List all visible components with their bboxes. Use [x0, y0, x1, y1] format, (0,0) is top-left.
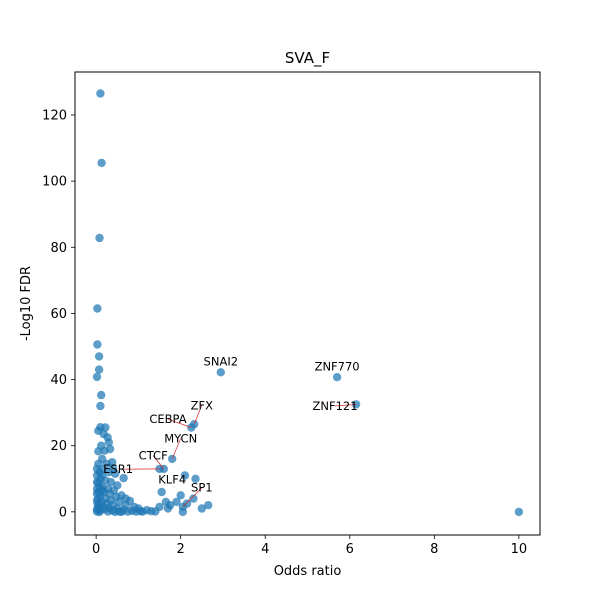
data-point [97, 471, 107, 480]
point-annotation: SP1 [191, 481, 213, 495]
data-point [94, 365, 104, 374]
data-point [216, 368, 225, 377]
annotations-layer: SNAI2 ZNF770 ZNF121 ZFX CEBPA MYCN CTCF ESR1 KLF… [103, 355, 360, 508]
data-point [104, 468, 114, 477]
annotation-leader [193, 405, 203, 425]
point-annotation: ZNF121 [312, 399, 357, 413]
data-point [123, 507, 132, 516]
data-point [189, 494, 198, 503]
data-point [94, 447, 103, 456]
data-point [191, 474, 200, 483]
data-point [97, 390, 106, 400]
data-point [514, 507, 524, 517]
chart-title: SVA_F [285, 49, 330, 68]
data-point [96, 89, 105, 98]
points-layer [92, 89, 524, 517]
y-axis: 0 20 40 60 80 100 120 [42, 108, 75, 520]
data-point [94, 352, 104, 361]
data-point [157, 487, 166, 497]
data-point [96, 401, 105, 411]
data-point [163, 504, 173, 513]
x-tick-label: 8 [430, 542, 438, 557]
y-tick-label: 80 [50, 241, 67, 256]
data-point [93, 304, 102, 313]
point-annotation: CEBPA [149, 412, 186, 426]
data-point [138, 507, 147, 516]
data-point [176, 491, 185, 500]
x-axis-label: Odds ratio [274, 564, 342, 579]
data-point [97, 158, 106, 168]
point-annotation: KLF4 [158, 472, 186, 486]
point-annotation: ZNF770 [315, 359, 360, 373]
data-point [106, 477, 116, 487]
data-point [180, 471, 190, 480]
x-tick-label: 10 [511, 542, 528, 557]
data-point [95, 501, 104, 510]
point-annotation: MYCN [164, 431, 197, 445]
data-point [104, 438, 114, 447]
point-annotation: ESR1 [103, 462, 133, 476]
data-point [103, 507, 113, 516]
y-axis-label: -Log10 FDR [19, 266, 34, 341]
point-annotation: CTCF [139, 449, 168, 463]
annotation-leader [152, 455, 165, 470]
data-point [105, 444, 115, 454]
data-point [92, 372, 102, 382]
annotation-leader [167, 418, 192, 428]
x-tick-label: 4 [261, 542, 269, 557]
point-annotation: SNAI2 [204, 355, 238, 369]
annotation-leader [171, 438, 182, 460]
y-tick-label: 60 [50, 307, 67, 322]
y-tick-label: 120 [42, 108, 67, 123]
data-point [119, 473, 128, 483]
x-tick-label: 6 [346, 542, 354, 557]
annotation-leader [182, 487, 203, 508]
data-point [172, 497, 181, 507]
data-point [111, 469, 120, 478]
data-point [101, 423, 110, 432]
data-point [111, 507, 120, 517]
data-point [95, 233, 104, 243]
data-point [197, 504, 206, 513]
data-point [97, 454, 107, 464]
x-axis: 0 2 4 6 8 10 [92, 535, 527, 557]
y-tick-label: 0 [59, 505, 67, 520]
annotation-leader [334, 404, 357, 407]
y-tick-label: 40 [50, 373, 67, 388]
y-tick-label: 100 [42, 175, 67, 190]
data-point [97, 486, 107, 495]
x-tick-label: 2 [177, 542, 185, 557]
point-annotation: ZFX [191, 398, 213, 412]
data-point [155, 502, 164, 512]
x-tick-label: 0 [92, 542, 100, 557]
data-point [117, 507, 126, 517]
data-point [93, 340, 102, 349]
data-point [115, 497, 124, 507]
data-point [95, 507, 104, 517]
y-tick-label: 20 [50, 439, 67, 454]
data-point [204, 501, 213, 510]
data-point [132, 507, 141, 516]
data-point [332, 373, 342, 382]
plot-frame [74, 71, 541, 536]
